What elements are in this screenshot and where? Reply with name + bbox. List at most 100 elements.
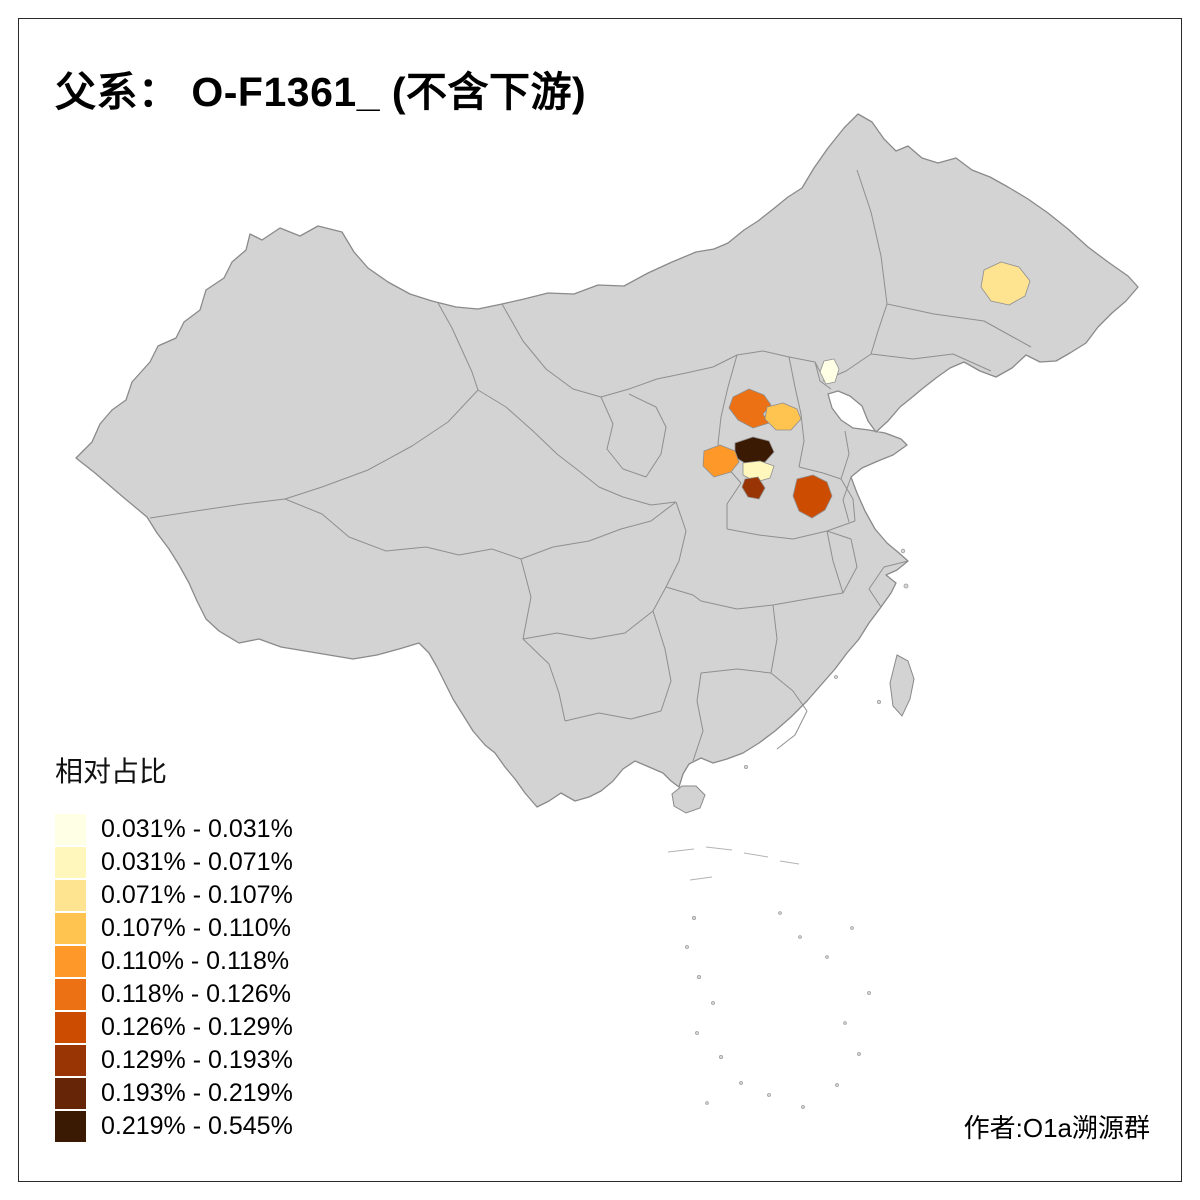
- legend-swatch: [55, 880, 86, 911]
- province-border: [665, 501, 687, 588]
- sea-dash: [705, 846, 733, 851]
- province-border: [284, 389, 479, 500]
- island-dot: [835, 1083, 839, 1087]
- legend-swatch: [55, 913, 86, 944]
- island-dot: [767, 1093, 771, 1097]
- choropleth-region: [764, 402, 802, 431]
- province-border: [522, 586, 667, 640]
- legend-item: 0.118% - 0.126%: [55, 979, 293, 1010]
- legend-item: 0.129% - 0.193%: [55, 1045, 293, 1076]
- legend-swatch: [55, 979, 86, 1010]
- province-border: [886, 303, 1032, 348]
- province-border: [770, 604, 778, 674]
- attribution-text: 作者:O1a溯源群: [963, 1113, 1150, 1143]
- province-border: [776, 710, 808, 750]
- province-border: [814, 361, 832, 390]
- province-border: [149, 498, 286, 519]
- island-dot: [825, 955, 829, 959]
- island-dot: [834, 675, 838, 679]
- legend-item: 0.031% - 0.071%: [55, 847, 293, 878]
- legend-swatch: [55, 1078, 86, 1109]
- province-border: [652, 610, 672, 712]
- province-border: [856, 169, 888, 305]
- legend-label: 0.107% - 0.110%: [101, 914, 291, 942]
- province-border: [826, 530, 844, 594]
- legend-swatch: [55, 814, 86, 845]
- province-border: [600, 393, 667, 478]
- legend-label: 0.031% - 0.071%: [101, 848, 293, 876]
- island-dot: [877, 700, 882, 705]
- province-border: [284, 498, 522, 560]
- choropleth-region: [980, 261, 1031, 306]
- island-dot: [695, 1031, 699, 1035]
- legend-swatch: [55, 1012, 86, 1043]
- legend-item: 0.031% - 0.031%: [55, 814, 293, 845]
- province-border: [726, 482, 742, 529]
- island-dot: [739, 1081, 743, 1085]
- province-border: [798, 466, 842, 480]
- province-border: [840, 430, 850, 480]
- island-dot: [778, 911, 782, 915]
- island-dot: [857, 1052, 861, 1056]
- figure-title: 父系： O-F1361_ (不含下游): [55, 69, 587, 115]
- choropleth-region: [702, 444, 740, 478]
- island-dot: [900, 548, 906, 554]
- province-border: [600, 350, 826, 398]
- province-border: [842, 476, 852, 523]
- island-dot: [744, 765, 749, 770]
- province-borders: [149, 169, 1032, 762]
- island-dot: [843, 1021, 847, 1025]
- legend-label: 0.193% - 0.219%: [101, 1079, 293, 1107]
- province-border: [700, 668, 772, 674]
- legend-item: 0.126% - 0.129%: [55, 1012, 293, 1043]
- province-border: [842, 538, 858, 594]
- hainan-island: [671, 785, 706, 814]
- legend-swatch: [55, 946, 86, 977]
- island-dot: [692, 916, 697, 921]
- legend-title: 相对占比: [55, 756, 168, 787]
- province-border: [868, 560, 909, 608]
- legend-label: 0.118% - 0.126%: [101, 980, 291, 1008]
- legend-label: 0.129% - 0.193%: [101, 1046, 293, 1074]
- legend-item: 0.219% - 0.545%: [55, 1111, 293, 1142]
- sea-dash: [779, 860, 800, 865]
- legend-swatch: [55, 1111, 86, 1142]
- island-dot: [903, 583, 909, 589]
- province-border: [770, 672, 808, 712]
- province-border: [665, 586, 702, 602]
- province-border: [522, 638, 566, 722]
- province-border: [692, 672, 704, 762]
- legend-item: 0.107% - 0.110%: [55, 913, 293, 944]
- legend: 相对占比 0.031% - 0.031% 0.031% - 0.071% 0.0…: [55, 750, 293, 1144]
- island-dot: [850, 926, 854, 930]
- taiwan-island: [889, 654, 915, 717]
- sea-dash: [743, 852, 769, 858]
- legend-item: 0.193% - 0.219%: [55, 1078, 293, 1109]
- choropleth-regions: [702, 261, 1031, 519]
- province-border: [726, 520, 856, 540]
- province-border: [520, 558, 532, 640]
- choropleth-region: [819, 358, 840, 385]
- island-dot: [705, 1101, 709, 1105]
- province-border: [578, 470, 677, 506]
- island-dot: [867, 991, 871, 995]
- island-dot: [719, 1055, 724, 1060]
- sea-dash: [667, 848, 695, 853]
- island-dot: [798, 935, 802, 939]
- province-border: [870, 303, 888, 355]
- province-border: [788, 356, 805, 468]
- province-border: [826, 530, 852, 540]
- legend-swatch: [55, 847, 86, 878]
- legend-label: 0.071% - 0.107%: [101, 881, 293, 909]
- province-border: [520, 501, 677, 560]
- choropleth-region: [741, 476, 766, 500]
- island-dot: [697, 975, 702, 980]
- island-dot: [801, 1105, 805, 1109]
- province-border: [564, 710, 662, 722]
- province-border: [477, 389, 580, 472]
- choropleth-region: [742, 460, 775, 483]
- choropleth-region: [792, 474, 833, 519]
- legend-item: 0.110% - 0.118%: [55, 946, 293, 977]
